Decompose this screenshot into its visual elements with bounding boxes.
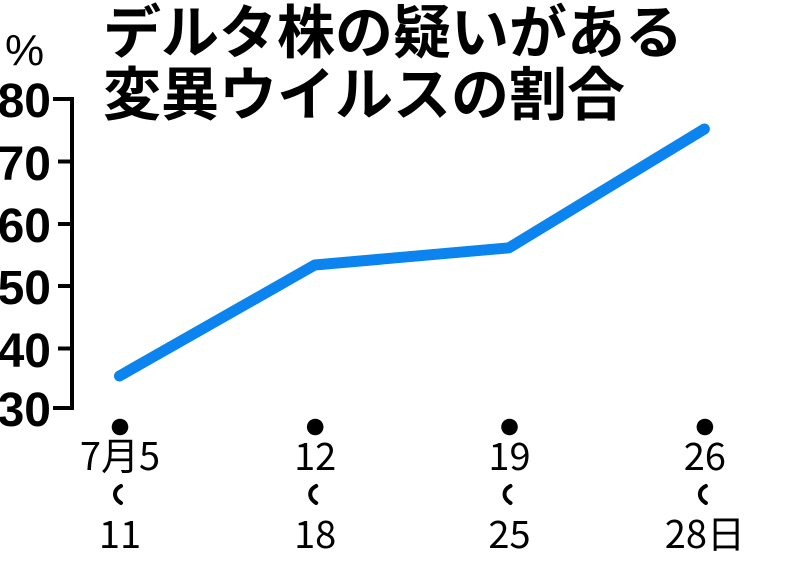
svg-text:70: 70 [0,138,51,191]
svg-text:50: 50 [0,262,51,315]
svg-text:変異ウイルスの割合: 変異ウイルスの割合 [103,48,625,132]
svg-text:7月5: 7月5 [80,426,160,481]
svg-text:80: 80 [0,75,51,128]
svg-text:25: 25 [488,504,530,559]
svg-text:%: % [5,26,44,75]
svg-text:26: 26 [684,426,726,481]
svg-text:28日: 28日 [665,504,745,559]
svg-text:40: 40 [0,325,51,378]
svg-text:60: 60 [0,200,51,253]
svg-text:11: 11 [99,504,141,559]
svg-text:19: 19 [488,426,530,481]
svg-text:30: 30 [0,384,51,437]
svg-text:12: 12 [294,426,336,481]
svg-text:18: 18 [294,504,336,559]
